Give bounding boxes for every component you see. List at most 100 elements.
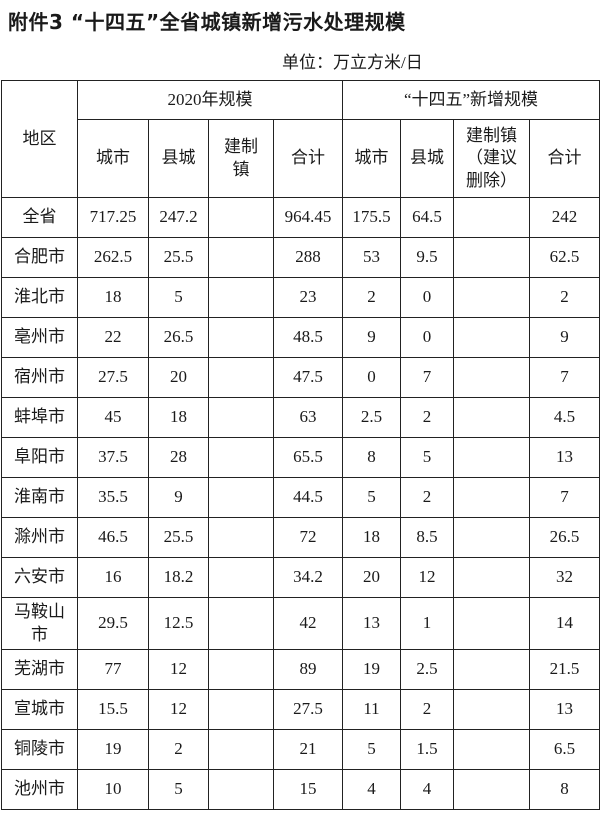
table-row: 蚌埠市 45 18 63 2.5 2 4.5 bbox=[1, 397, 600, 438]
value-cell: 89 bbox=[273, 649, 343, 690]
value-cell: 20 bbox=[148, 357, 209, 398]
value-cell bbox=[453, 729, 530, 770]
value-cell bbox=[208, 769, 274, 810]
value-cell: 11 bbox=[342, 689, 401, 730]
col-header: 县城 bbox=[148, 119, 209, 198]
value-cell: 9 bbox=[528, 317, 600, 358]
unit-label: 单位：万立方米/日 bbox=[282, 53, 423, 72]
value-cell bbox=[453, 769, 530, 810]
value-cell: 4.5 bbox=[528, 397, 600, 438]
value-cell: 8.5 bbox=[400, 517, 454, 558]
value-cell: 22 bbox=[77, 317, 149, 358]
value-cell: 5 bbox=[342, 729, 401, 770]
value-cell: 4 bbox=[342, 769, 401, 810]
value-cell: 9.5 bbox=[400, 237, 454, 278]
value-cell bbox=[453, 317, 530, 358]
value-cell bbox=[208, 689, 274, 730]
value-cell: 25.5 bbox=[148, 237, 209, 278]
table-row: 六安市 16 18.2 34.2 20 12 32 bbox=[1, 557, 600, 598]
value-cell bbox=[453, 649, 530, 690]
value-cell: 8 bbox=[342, 437, 401, 478]
value-cell: 175.5 bbox=[342, 197, 401, 238]
value-cell: 2 bbox=[342, 277, 401, 318]
region-cell: 宣城市 bbox=[1, 689, 78, 730]
value-cell: 6.5 bbox=[528, 729, 600, 770]
value-cell bbox=[208, 277, 274, 318]
value-cell: 12 bbox=[400, 557, 454, 598]
value-cell bbox=[453, 517, 530, 558]
value-cell: 18.2 bbox=[148, 557, 209, 598]
region-cell: 滁州市 bbox=[1, 517, 78, 558]
value-cell bbox=[453, 477, 530, 518]
value-cell: 12.5 bbox=[148, 597, 209, 650]
value-cell: 21.5 bbox=[528, 649, 600, 690]
value-cell: 242 bbox=[528, 197, 600, 238]
value-cell: 62.5 bbox=[528, 237, 600, 278]
value-cell: 37.5 bbox=[77, 437, 149, 478]
value-cell: 26.5 bbox=[148, 317, 209, 358]
value-cell: 34.2 bbox=[273, 557, 343, 598]
region-cell: 宿州市 bbox=[1, 357, 78, 398]
value-cell: 12 bbox=[148, 649, 209, 690]
value-cell: 5 bbox=[342, 477, 401, 518]
value-cell: 2 bbox=[148, 729, 209, 770]
table-row: 宿州市 27.5 20 47.5 0 7 7 bbox=[1, 357, 600, 398]
value-cell: 18 bbox=[342, 517, 401, 558]
table-row: 滁州市 46.5 25.5 72 18 8.5 26.5 bbox=[1, 517, 600, 558]
value-cell: 46.5 bbox=[77, 517, 149, 558]
value-cell: 47.5 bbox=[273, 357, 343, 398]
value-cell: 48.5 bbox=[273, 317, 343, 358]
table-row: 淮南市 35.5 9 44.5 5 2 7 bbox=[1, 477, 600, 518]
value-cell: 2.5 bbox=[342, 397, 401, 438]
value-cell: 44.5 bbox=[273, 477, 343, 518]
value-cell: 65.5 bbox=[273, 437, 343, 478]
value-cell bbox=[208, 597, 274, 650]
value-cell: 18 bbox=[148, 397, 209, 438]
value-cell bbox=[208, 557, 274, 598]
value-cell: 2 bbox=[400, 477, 454, 518]
table-row: 淮北市 18 5 23 2 0 2 bbox=[1, 277, 600, 318]
table-row: 全省 717.25 247.2 964.45 175.5 64.5 242 bbox=[1, 197, 600, 238]
value-cell: 20 bbox=[342, 557, 401, 598]
col-header: 城市 bbox=[77, 119, 149, 198]
col-header: 建制镇 bbox=[208, 119, 274, 198]
value-cell bbox=[208, 517, 274, 558]
value-cell bbox=[453, 437, 530, 478]
value-cell bbox=[208, 477, 274, 518]
value-cell: 15.5 bbox=[77, 689, 149, 730]
region-cell: 马鞍山市 bbox=[1, 597, 78, 650]
region-cell: 池州市 bbox=[1, 769, 78, 810]
value-cell: 964.45 bbox=[273, 197, 343, 238]
value-cell: 13 bbox=[342, 597, 401, 650]
region-cell: 亳州市 bbox=[1, 317, 78, 358]
value-cell bbox=[208, 197, 274, 238]
value-cell: 9 bbox=[148, 477, 209, 518]
value-cell bbox=[208, 317, 274, 358]
col-header: 建制镇（建议删除） bbox=[453, 119, 530, 198]
col-header: 合计 bbox=[528, 119, 600, 198]
value-cell: 262.5 bbox=[77, 237, 149, 278]
value-cell: 1 bbox=[400, 597, 454, 650]
value-cell: 14 bbox=[528, 597, 600, 650]
region-cell: 芜湖市 bbox=[1, 649, 78, 690]
col-header: 合计 bbox=[273, 119, 343, 198]
value-cell bbox=[208, 437, 274, 478]
region-cell: 铜陵市 bbox=[1, 729, 78, 770]
value-cell: 1.5 bbox=[400, 729, 454, 770]
region-header: 地区 bbox=[1, 80, 78, 198]
sewage-capacity-table: 地区 2020年规模 “十四五”新增规模 城市 县城 建制镇 合计 城市 县城 … bbox=[1, 80, 600, 810]
value-cell: 15 bbox=[273, 769, 343, 810]
table-row: 池州市 10 5 15 4 4 8 bbox=[1, 769, 600, 810]
col-header: 城市 bbox=[342, 119, 401, 198]
region-cell: 全省 bbox=[1, 197, 78, 238]
value-cell: 64.5 bbox=[400, 197, 454, 238]
region-cell: 阜阳市 bbox=[1, 437, 78, 478]
col-header: 县城 bbox=[400, 119, 454, 198]
value-cell: 45 bbox=[77, 397, 149, 438]
value-cell: 72 bbox=[273, 517, 343, 558]
value-cell: 0 bbox=[342, 357, 401, 398]
value-cell bbox=[208, 357, 274, 398]
value-cell: 5 bbox=[400, 437, 454, 478]
table-row: 马鞍山市 29.5 12.5 42 13 1 14 bbox=[1, 597, 600, 650]
value-cell: 2 bbox=[400, 689, 454, 730]
